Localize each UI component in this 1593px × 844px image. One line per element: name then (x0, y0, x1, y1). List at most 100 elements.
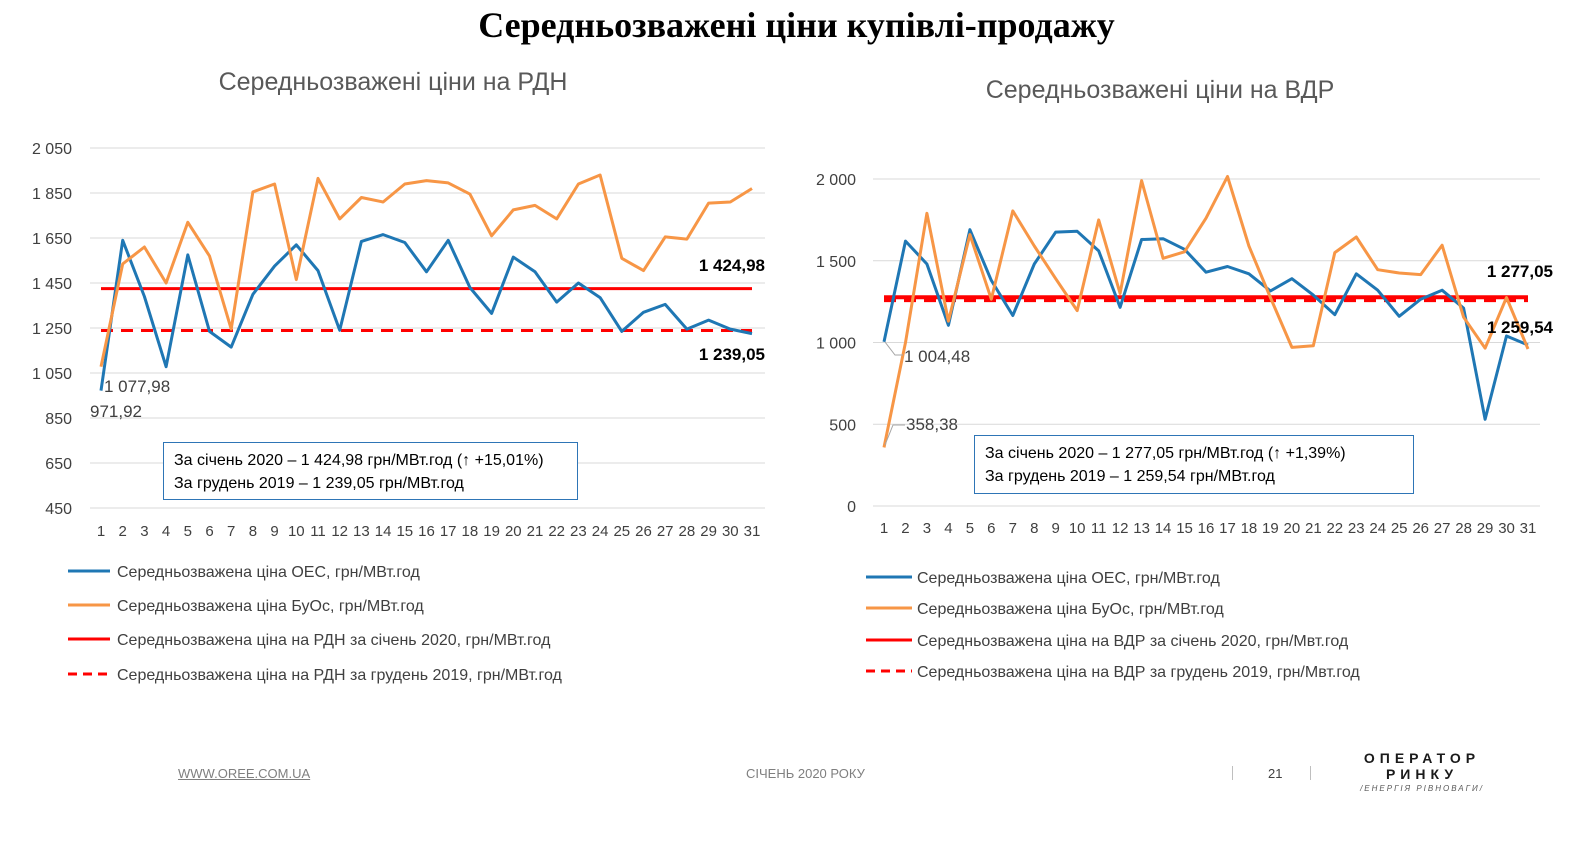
footer-separator (1232, 766, 1233, 780)
series-buos-line (99, 173, 753, 368)
x-tick-label: 7 (227, 523, 235, 540)
logo-line1: ОПЕРАТОР (1363, 750, 1481, 766)
x-tick-label: 31 (1520, 520, 1537, 537)
y-tick-label: 1 650 (32, 231, 72, 248)
info-dec: За грудень 2019 – 1 259,54 грн/МВт.год (985, 468, 1275, 485)
legend: Середньозважена ціна ОЕС, грн/МВт.год Се… (866, 570, 1360, 681)
plot-area (882, 175, 1530, 448)
y-tick-label: 1 000 (816, 336, 856, 353)
x-tick-label: 12 (1112, 520, 1129, 537)
x-tick-label: 29 (700, 523, 717, 540)
x-tick-label: 7 (1009, 520, 1017, 537)
chart-rdn: Середньозважені ціни на РДН 450 650 850 1 0… (32, 68, 765, 684)
x-tick-label: 16 (1198, 520, 1215, 537)
x-tick-label: 10 (1069, 520, 1086, 537)
series-buos-line (882, 175, 1530, 448)
y-tick-label: 1 500 (816, 254, 856, 271)
x-tick-label: 14 (375, 523, 392, 540)
annotations: 1 424,98 1 239,05 1 077,98 971,92 (90, 256, 765, 421)
x-axis: 1 2 3 4 5 6 7 8 9 10 11 12 13 14 15 16 17 18 19 20 21 22 23 24 2… (880, 520, 1537, 537)
x-tick-label: 13 (1133, 520, 1150, 537)
x-tick-label: 29 (1477, 520, 1494, 537)
x-tick-label: 8 (1030, 520, 1038, 537)
x-tick-label: 22 (1326, 520, 1343, 537)
y-axis: 0 500 1 000 1 500 2 000 (816, 172, 856, 516)
x-tick-label: 17 (1219, 520, 1236, 537)
legend-label-buos: Середньозважена ціна БуОс, грн/МВт.год (917, 601, 1224, 618)
leader-oes (884, 341, 903, 356)
x-tick-label: 1 (97, 523, 105, 540)
x-tick-label: 27 (1434, 520, 1451, 537)
x-tick-label: 24 (1369, 520, 1386, 537)
x-tick-label: 28 (1455, 520, 1472, 537)
grid (90, 147, 765, 509)
footer-period: СІЧЕНЬ 2020 РОКУ (746, 766, 865, 781)
y-tick-label: 850 (45, 411, 72, 428)
x-tick-label: 4 (162, 523, 170, 540)
x-tick-label: 9 (270, 523, 278, 540)
logo-line3: /ЕНЕРГІЯ РІВНОВАГИ/ (1360, 784, 1484, 793)
series-oes-line (99, 233, 753, 391)
x-tick-label: 30 (1498, 520, 1515, 537)
footer-separator (1310, 766, 1311, 780)
x-tick-label: 10 (288, 523, 305, 540)
x-tick-label: 28 (679, 523, 696, 540)
x-tick-label: 3 (923, 520, 931, 537)
legend-label-jan: Середньозважена ціна на РДН за січень 20… (117, 632, 551, 649)
legend-label-jan: Середньозважена ціна на ВДР за січень 20… (917, 633, 1349, 650)
x-tick-label: 12 (331, 523, 348, 540)
chart-title: Середньозважені ціни на ВДР (986, 76, 1335, 104)
legend-label-oes: Середньозважена ціна ОЕС, грн/МВт.год (917, 570, 1220, 587)
series-oes-line (882, 228, 1529, 421)
grid (873, 178, 1540, 507)
x-tick-label: 23 (570, 523, 587, 540)
x-tick-label: 27 (657, 523, 674, 540)
x-tick-label: 24 (592, 523, 609, 540)
x-tick-label: 13 (353, 523, 370, 540)
y-tick-label: 1 250 (32, 321, 72, 338)
jan-avg-label: 1 424,98 (699, 256, 765, 275)
y-tick-label: 650 (45, 456, 72, 473)
footer-website-link[interactable]: WWW.OREE.COM.UA (178, 766, 311, 781)
info-jan: За січень 2020 – 1 424,98 грн/МВт.год (↑… (174, 452, 544, 469)
x-tick-label: 15 (1176, 520, 1193, 537)
x-tick-label: 2 (901, 520, 909, 537)
leader-buos (884, 424, 905, 446)
legend-label-dec: Середньозважена ціна на ВДР за грудень 2… (917, 664, 1360, 681)
x-tick-label: 31 (744, 523, 761, 540)
page-number: 21 (1268, 766, 1283, 781)
x-tick-label: 21 (527, 523, 544, 540)
jan-avg-label: 1 277,05 (1487, 262, 1553, 281)
y-tick-label: 2 000 (816, 172, 856, 189)
x-tick-label: 14 (1155, 520, 1172, 537)
info-box-vdr: За січень 2020 – 1 277,05 грн/МВт.год (↑… (974, 435, 1414, 494)
y-tick-label: 450 (45, 501, 72, 518)
x-tick-label: 19 (1262, 520, 1279, 537)
info-jan: За січень 2020 – 1 277,05 грн/МВт.год (↑… (985, 445, 1346, 462)
x-tick-label: 26 (635, 523, 652, 540)
logo: ОПЕРАТОР РИНКУ /ЕНЕРГІЯ РІВНОВАГИ/ (1352, 750, 1492, 793)
x-tick-label: 6 (987, 520, 995, 537)
y-tick-label: 1 850 (32, 186, 72, 203)
x-tick-label: 25 (613, 523, 630, 540)
x-tick-label: 26 (1412, 520, 1429, 537)
dec-avg-label: 1 259,54 (1487, 318, 1554, 337)
chart-vdr: Середньозважені ціни на ВДР 0 500 1 000 1 5… (816, 76, 1554, 681)
x-tick-label: 22 (548, 523, 565, 540)
first-buos-label: 1 077,98 (104, 377, 170, 396)
x-tick-label: 19 (483, 523, 500, 540)
x-tick-label: 25 (1391, 520, 1408, 537)
x-tick-label: 11 (1091, 520, 1107, 537)
x-tick-label: 11 (310, 523, 326, 540)
y-tick-label: 2 050 (32, 141, 72, 158)
y-tick-label: 1 050 (32, 366, 72, 383)
x-tick-label: 21 (1305, 520, 1322, 537)
logo-line2: РИНКУ (1385, 766, 1459, 782)
x-tick-label: 18 (462, 523, 479, 540)
x-tick-label: 9 (1052, 520, 1060, 537)
x-tick-label: 15 (396, 523, 413, 540)
legend-label-buos: Середньозважена ціна БуОс, грн/МВт.год (117, 598, 424, 615)
y-tick-label: 0 (847, 499, 856, 516)
x-tick-label: 5 (184, 523, 192, 540)
x-tick-label: 20 (1284, 520, 1301, 537)
